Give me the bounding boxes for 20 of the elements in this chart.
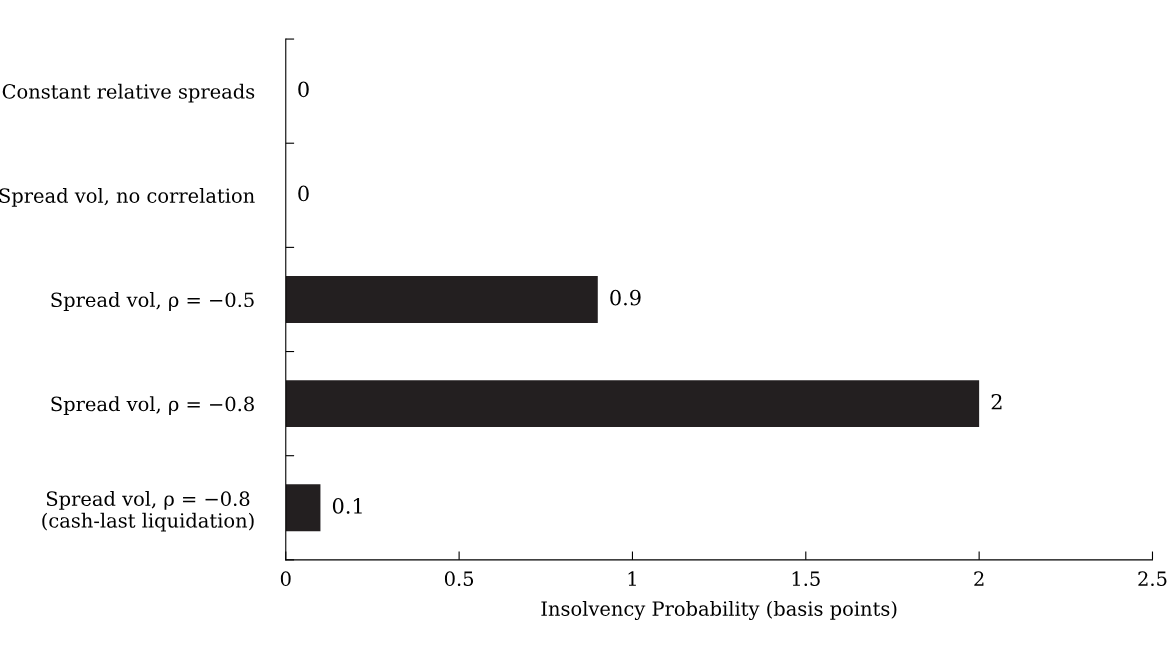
data-label: 0.9 <box>610 289 641 306</box>
x-tick-label: 1 <box>628 571 636 586</box>
data-label: 0 <box>298 185 309 202</box>
data-label: 2 <box>991 393 1002 410</box>
x-axis-title: Insolvency Probability (basis points) <box>541 600 897 620</box>
y-tick-label: Spread vol, no correlation <box>0 187 255 207</box>
data-label: 0 <box>298 81 309 98</box>
y-tick-label: Spread vol, ρ = −0.8 <box>51 396 254 416</box>
x-tick-label: 2 <box>974 571 984 586</box>
x-tick-label: 1.5 <box>792 571 820 587</box>
bar <box>285 380 980 428</box>
y-tick-label: Spread vol, ρ = −0.5 <box>51 292 254 311</box>
data-label: 0.1 <box>332 498 362 514</box>
y-tick-label: Spread vol, ρ = −0.8 (cash-last liquidation) <box>42 490 254 532</box>
x-tick-label: 2.5 <box>1138 571 1167 587</box>
x-tick-label: 0 <box>280 571 291 587</box>
x-tick-label: 0.5 <box>444 571 474 587</box>
bar <box>285 276 598 323</box>
y-tick-label: Constant relative spreads <box>2 83 255 103</box>
bar <box>285 484 321 532</box>
